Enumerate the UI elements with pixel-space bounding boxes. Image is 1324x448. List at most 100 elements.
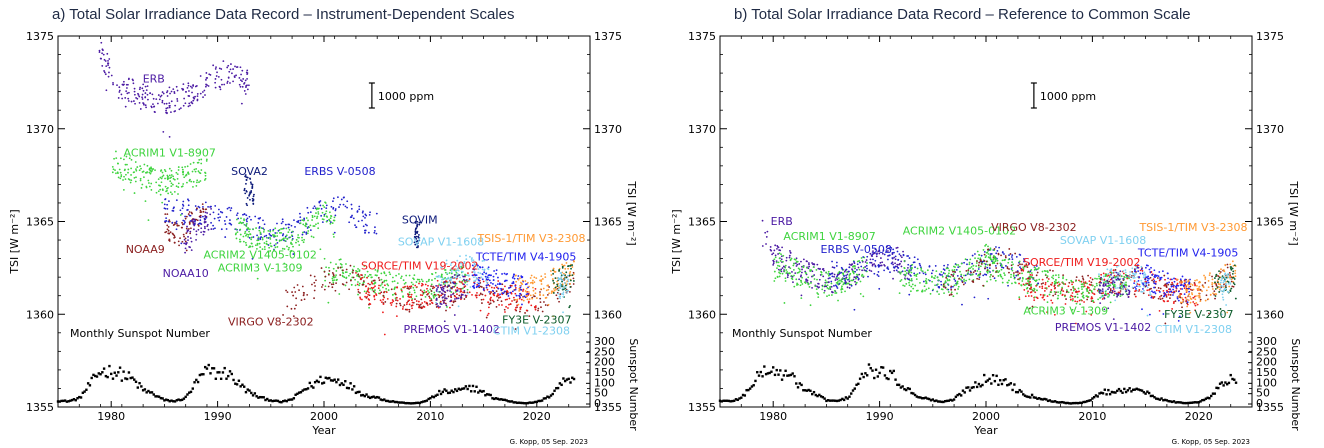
sunspot-point (1218, 382, 1222, 385)
data-point (568, 274, 571, 277)
data-point (192, 220, 195, 223)
data-point (1006, 266, 1009, 268)
sunspot-point (818, 393, 821, 397)
data-point (371, 287, 374, 290)
data-point (490, 281, 492, 284)
sunspot-point (954, 395, 958, 399)
data-point (1194, 284, 1196, 287)
data-point (182, 200, 185, 203)
x-tick-label: 1980 (759, 410, 787, 423)
panel-b: b) Total Solar Irradiance Data Record – … (662, 0, 1324, 448)
sunspot-point (1147, 391, 1151, 395)
data-point (553, 289, 556, 292)
data-point (958, 277, 960, 280)
data-point (806, 279, 809, 282)
data-point (827, 272, 830, 275)
data-point (352, 217, 355, 220)
sunspot-point (1091, 397, 1094, 400)
data-point (878, 287, 881, 290)
data-point (258, 217, 261, 220)
data-point (553, 287, 555, 290)
data-point (877, 266, 880, 268)
data-point (166, 228, 169, 231)
data-point (1029, 280, 1031, 283)
data-point (948, 294, 951, 296)
data-point (561, 279, 564, 282)
data-point (445, 280, 448, 283)
data-point (462, 264, 465, 267)
data-point (1051, 301, 1054, 304)
sunspot-point (970, 386, 974, 389)
sunspot-point (773, 373, 777, 377)
data-point (422, 291, 425, 294)
data-point (385, 291, 388, 294)
data-point (1031, 274, 1034, 276)
data-point (1053, 313, 1056, 316)
data-point (929, 292, 932, 295)
data-point (522, 296, 524, 299)
sunspot-point (528, 401, 531, 404)
data-point (319, 204, 322, 207)
sunspot-point (928, 397, 931, 401)
data-point (780, 268, 783, 271)
data-point (450, 271, 453, 273)
data-point (282, 237, 285, 240)
data-point (816, 278, 818, 281)
data-point (871, 255, 874, 257)
data-point (1149, 276, 1152, 279)
data-point (342, 275, 344, 278)
data-point (301, 285, 304, 288)
data-point (186, 225, 188, 228)
data-point (989, 254, 992, 257)
data-point (257, 239, 260, 242)
sunspot-point (365, 393, 368, 396)
data-point (334, 289, 337, 292)
data-point (852, 265, 855, 268)
data-point (977, 268, 980, 270)
data-point (212, 224, 215, 227)
data-point (186, 242, 188, 244)
data-point (572, 283, 575, 285)
data-point (378, 289, 381, 292)
data-point (165, 220, 168, 222)
data-point (449, 264, 452, 267)
data-point (120, 93, 123, 96)
data-point (484, 275, 487, 278)
data-point (249, 233, 252, 236)
data-point (194, 220, 196, 223)
data-point (957, 288, 959, 290)
data-point (1192, 296, 1195, 299)
data-point (421, 306, 424, 309)
data-point (820, 273, 823, 276)
data-point (176, 98, 179, 100)
sunspot-point (1039, 397, 1043, 401)
data-point (487, 266, 490, 269)
sunspot-point (1155, 397, 1158, 400)
data-point (186, 165, 189, 168)
data-point (280, 239, 283, 242)
data-point (877, 275, 880, 278)
sunspot-point (117, 371, 120, 374)
sunspot-point (70, 398, 74, 402)
data-point (335, 282, 337, 285)
data-point (1023, 259, 1026, 262)
data-point (463, 260, 466, 263)
data-point (478, 294, 481, 297)
data-point (841, 288, 844, 291)
data-point (1026, 271, 1029, 273)
data-point (963, 280, 965, 282)
data-point (992, 269, 995, 272)
data-point (383, 333, 386, 336)
data-point (569, 270, 572, 273)
data-point (879, 261, 882, 264)
data-point (1115, 265, 1118, 268)
data-point (526, 292, 529, 295)
data-point (408, 296, 411, 299)
data-point (408, 291, 411, 294)
data-point (481, 266, 484, 269)
data-point (911, 263, 914, 266)
data-point (488, 303, 491, 306)
data-point (460, 267, 463, 270)
data-point (204, 172, 207, 175)
data-point (1036, 297, 1039, 300)
